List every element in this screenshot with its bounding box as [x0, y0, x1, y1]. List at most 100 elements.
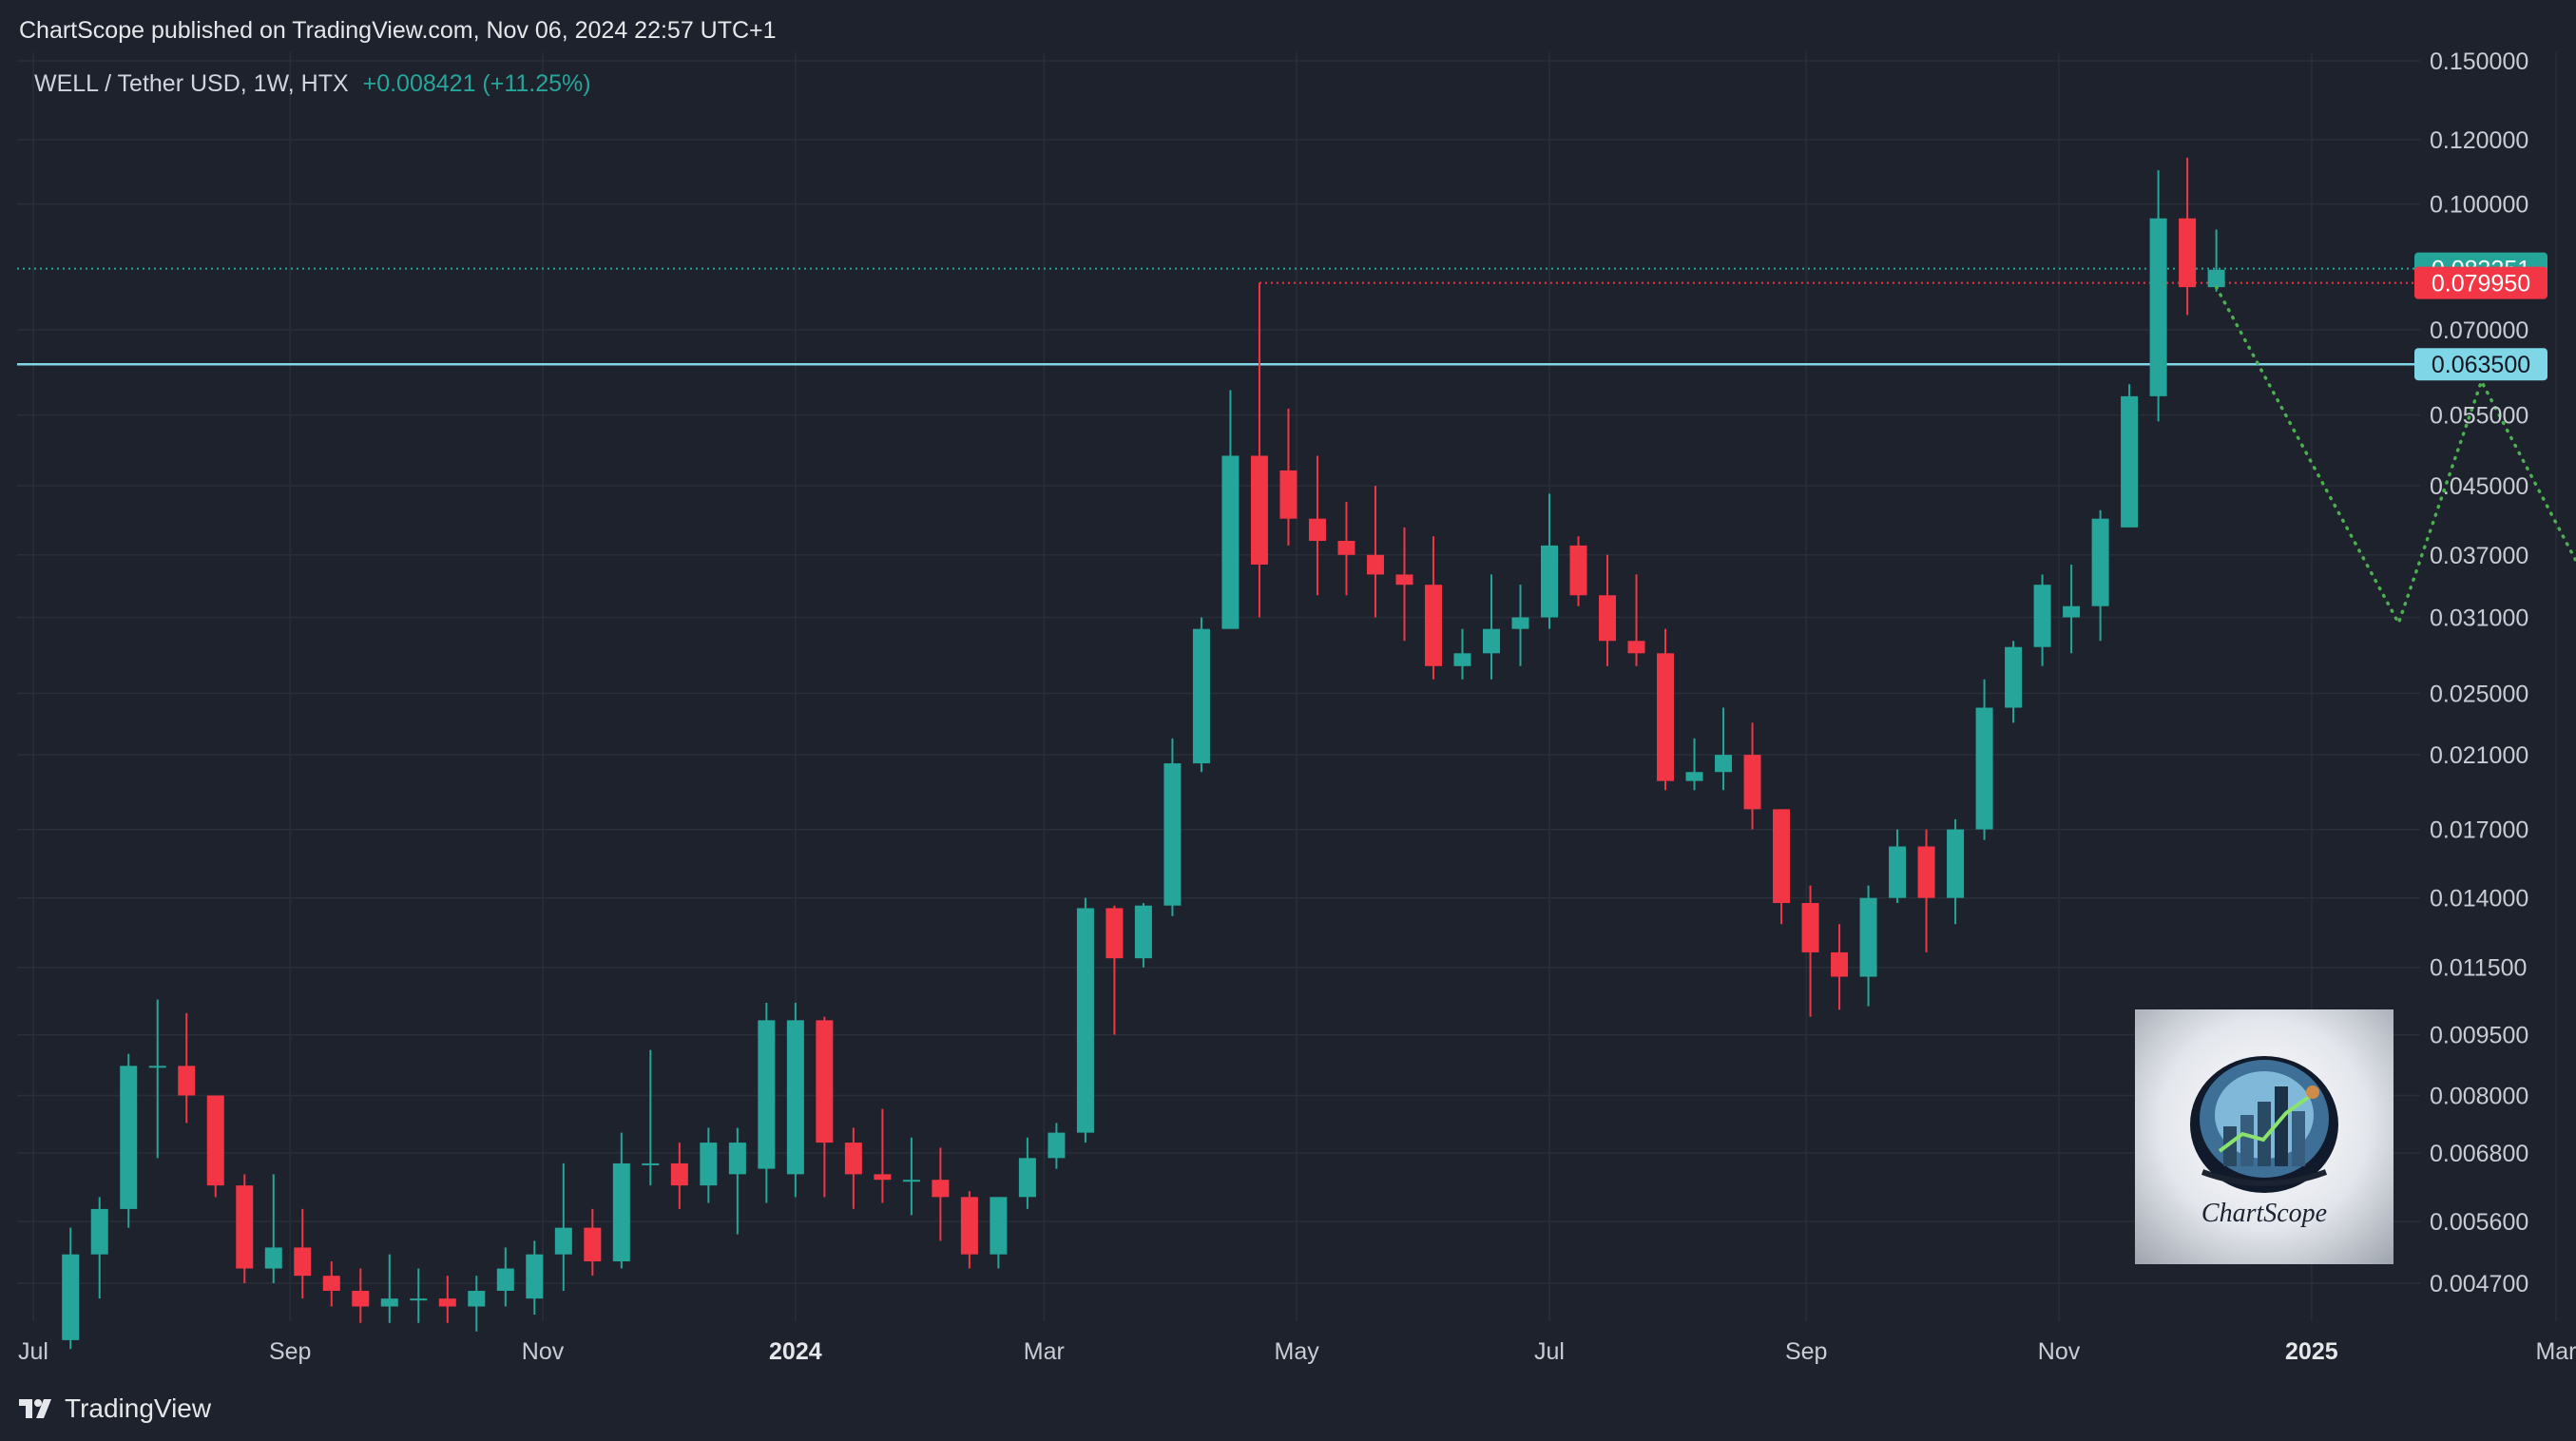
candle-body: [1685, 772, 1703, 781]
candle-body: [294, 1247, 312, 1277]
candle-body: [786, 1020, 804, 1175]
candle-body: [264, 1247, 282, 1269]
x-tick-label: Mar: [1024, 1338, 1065, 1365]
candle-body: [2091, 518, 2109, 606]
y-tick-label: 0.031000: [2430, 605, 2528, 631]
candle-body: [1337, 541, 1355, 555]
x-tick-label: May: [1275, 1338, 1320, 1365]
candle-body: [2121, 395, 2139, 528]
candle-body: [1801, 903, 1819, 952]
published-header: ChartScope published on TradingView.com,…: [19, 17, 777, 44]
x-tick-label: Mar: [2535, 1338, 2576, 1365]
x-tick-label: Jul: [1534, 1338, 1565, 1365]
candle-body: [1917, 846, 1935, 898]
candle-body: [1569, 545, 1587, 596]
candle-body: [438, 1298, 456, 1307]
price-lines: [17, 267, 2414, 366]
candle-body: [1831, 951, 1849, 977]
y-axis[interactable]: 0.150000 0.120000 0.100000 0.070000 0.055000…: [2430, 48, 2528, 1297]
tradingview-footer[interactable]: TradingView: [19, 1393, 211, 1424]
candle-body: [496, 1268, 514, 1291]
candle-body: [380, 1298, 398, 1307]
x-tick-label: Sep: [1785, 1338, 1827, 1365]
y-tick-label: 0.037000: [2430, 543, 2528, 569]
candle-body: [1511, 617, 1529, 629]
candle-body: [2207, 269, 2225, 288]
candle-body: [1105, 908, 1124, 959]
watermark-text: ChartScope: [2201, 1199, 2328, 1228]
y-tick-label: 0.070000: [2430, 317, 2528, 344]
candle-body: [1221, 455, 1240, 629]
candle-body: [1395, 574, 1413, 586]
candle-body: [1715, 755, 1733, 773]
candle-body: [1947, 829, 1965, 898]
candle-body: [932, 1180, 950, 1198]
candle-body: [2005, 646, 2023, 708]
x-axis[interactable]: JulSepNov2024MarMayJulSepNov2025MarMayJu…: [18, 1338, 2576, 1365]
candle-body: [148, 1066, 166, 1068]
symbol-label: WELL / Tether USD, 1W, HTX: [34, 70, 349, 97]
tradingview-logo-icon: [19, 1399, 51, 1418]
tradingview-brand: TradingView: [65, 1393, 212, 1423]
candle-body: [1482, 628, 1500, 654]
candle-body: [612, 1162, 630, 1262]
candle-body: [1541, 545, 1558, 618]
y-tick-label: 0.055000: [2430, 403, 2528, 430]
y-tick-label: 0.150000: [2430, 48, 2528, 75]
y-tick-label: 0.025000: [2430, 681, 2528, 707]
candle-body: [1279, 470, 1298, 519]
price-change: +0.008421 (+11.25%): [362, 70, 591, 97]
candle-body: [874, 1174, 892, 1181]
y-tick-label: 0.006800: [2430, 1141, 2528, 1167]
candle-body: [352, 1290, 370, 1307]
candle-body: [554, 1227, 572, 1255]
price-badge-bg: [2414, 348, 2547, 381]
candle-body: [90, 1208, 108, 1255]
candle-body: [1163, 763, 1182, 906]
candle-body: [1773, 809, 1791, 904]
candle-body: [1192, 628, 1210, 764]
x-tick-label: Jul: [18, 1338, 48, 1365]
candle-body: [1453, 653, 1471, 666]
chartscope-watermark: ChartScope: [2135, 1009, 2393, 1264]
y-tick-label: 0.009500: [2430, 1023, 2528, 1049]
price-badge-label: 0.079950: [2432, 271, 2530, 298]
price-badge-bg: [2414, 266, 2547, 299]
candle-body: [178, 1066, 196, 1096]
y-tick-label: 0.014000: [2430, 886, 2528, 913]
candle-body: [584, 1227, 602, 1262]
chartscope-logo-icon: [2190, 1056, 2338, 1193]
candle-body: [1018, 1158, 1036, 1198]
candle-body: [1889, 846, 1907, 898]
grid: [17, 52, 2557, 1321]
candle-body: [1366, 554, 1384, 575]
x-tick-label: 2024: [769, 1338, 822, 1365]
candle-body: [816, 1020, 834, 1143]
candle-body: [902, 1180, 920, 1182]
candle-body: [1250, 455, 1268, 565]
candle-body: [2149, 218, 2167, 396]
candle-body: [120, 1066, 138, 1209]
price-badge: 0.079950: [2414, 266, 2547, 299]
candle-body: [2179, 218, 2197, 288]
candle-body: [1627, 641, 1645, 654]
candle-body: [206, 1095, 224, 1186]
candle-body: [2063, 605, 2081, 618]
x-tick-label: Sep: [269, 1338, 311, 1365]
price-badge-label: 0.063500: [2432, 352, 2530, 378]
y-tick-label: 0.004700: [2430, 1271, 2528, 1297]
y-tick-label: 0.045000: [2430, 473, 2528, 500]
candle-body: [62, 1254, 80, 1340]
candle-body: [670, 1162, 688, 1186]
candle-body: [1975, 707, 1993, 830]
candle-body: [990, 1197, 1008, 1255]
candle-body: [1076, 908, 1094, 1133]
symbol-legend: WELL / Tether USD, 1W, HTX +0.008421 (+1…: [34, 70, 591, 98]
candle-body: [236, 1185, 254, 1269]
candle-body: [526, 1254, 544, 1299]
candle-body: [410, 1298, 428, 1301]
candle-body: [758, 1020, 776, 1169]
candle-body: [960, 1197, 978, 1255]
